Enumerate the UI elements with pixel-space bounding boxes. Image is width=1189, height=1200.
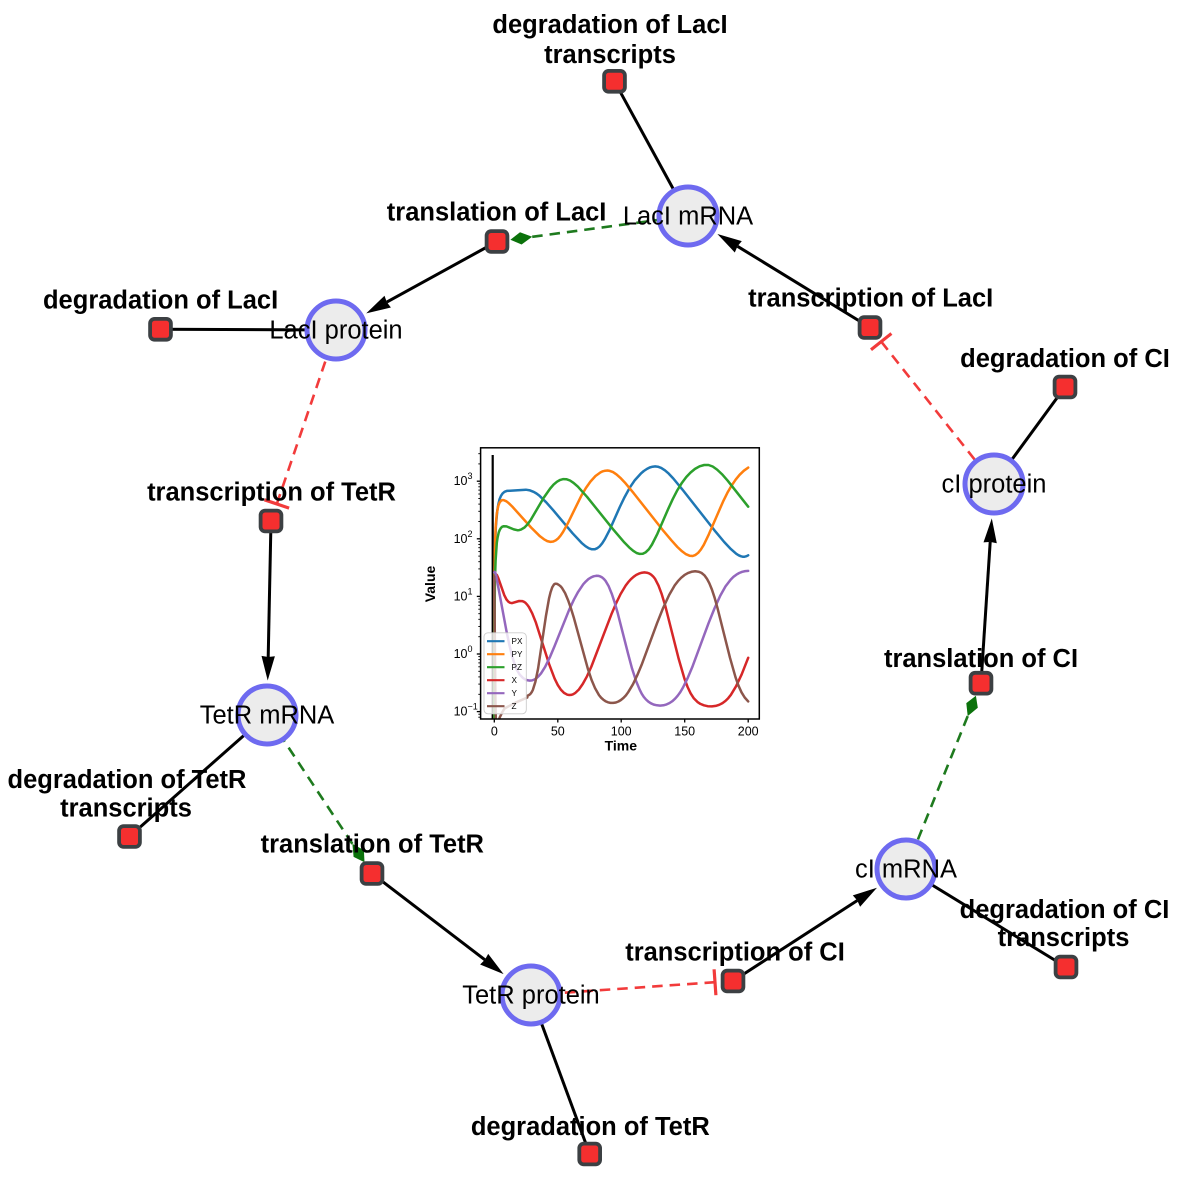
svg-text:102: 102 bbox=[454, 529, 473, 546]
svg-text:X: X bbox=[512, 676, 518, 685]
svg-text:translation of LacI: translation of LacI bbox=[387, 199, 607, 227]
svg-text:degradation of CI: degradation of CI bbox=[960, 345, 1170, 373]
svg-text:TetR protein: TetR protein bbox=[462, 982, 600, 1010]
svg-text:transcripts: transcripts bbox=[998, 924, 1130, 952]
svg-text:103: 103 bbox=[454, 471, 473, 488]
svg-text:translation of CI: translation of CI bbox=[884, 645, 1078, 673]
svg-text:150: 150 bbox=[674, 725, 695, 739]
svg-text:LacI mRNA: LacI mRNA bbox=[623, 203, 753, 231]
svg-text:transcription of LacI: transcription of LacI bbox=[748, 285, 993, 313]
svg-text:100: 100 bbox=[611, 725, 632, 739]
svg-text:transcripts: transcripts bbox=[60, 795, 192, 823]
svg-text:10−1: 10−1 bbox=[454, 702, 478, 719]
svg-text:degradation of LacI: degradation of LacI bbox=[43, 287, 278, 315]
svg-text:PZ: PZ bbox=[512, 663, 522, 672]
svg-text:Value: Value bbox=[422, 566, 438, 603]
svg-text:101: 101 bbox=[454, 586, 473, 603]
svg-text:transcripts: transcripts bbox=[544, 41, 676, 69]
svg-text:Y: Y bbox=[512, 689, 518, 698]
svg-text:50: 50 bbox=[551, 725, 565, 739]
svg-text:degradation of TetR: degradation of TetR bbox=[471, 1113, 710, 1141]
svg-text:LacI protein: LacI protein bbox=[269, 317, 402, 345]
svg-text:PX: PX bbox=[512, 637, 523, 646]
svg-text:PY: PY bbox=[512, 650, 523, 659]
svg-text:Time: Time bbox=[605, 738, 638, 754]
svg-text:100: 100 bbox=[454, 644, 473, 661]
svg-text:transcription of TetR: transcription of TetR bbox=[147, 479, 396, 507]
svg-text:cI mRNA: cI mRNA bbox=[855, 856, 957, 884]
svg-text:degradation of LacI: degradation of LacI bbox=[492, 11, 727, 39]
svg-text:degradation of CI: degradation of CI bbox=[960, 896, 1170, 924]
svg-text:TetR mRNA: TetR mRNA bbox=[200, 702, 335, 730]
svg-text:cI protein: cI protein bbox=[942, 471, 1047, 499]
svg-text:translation of TetR: translation of TetR bbox=[261, 830, 484, 858]
svg-text:0: 0 bbox=[491, 725, 498, 739]
svg-text:transcription of CI: transcription of CI bbox=[625, 938, 845, 966]
svg-text:degradation of TetR: degradation of TetR bbox=[8, 766, 247, 794]
svg-text:200: 200 bbox=[738, 725, 759, 739]
svg-text:Z: Z bbox=[512, 702, 517, 711]
